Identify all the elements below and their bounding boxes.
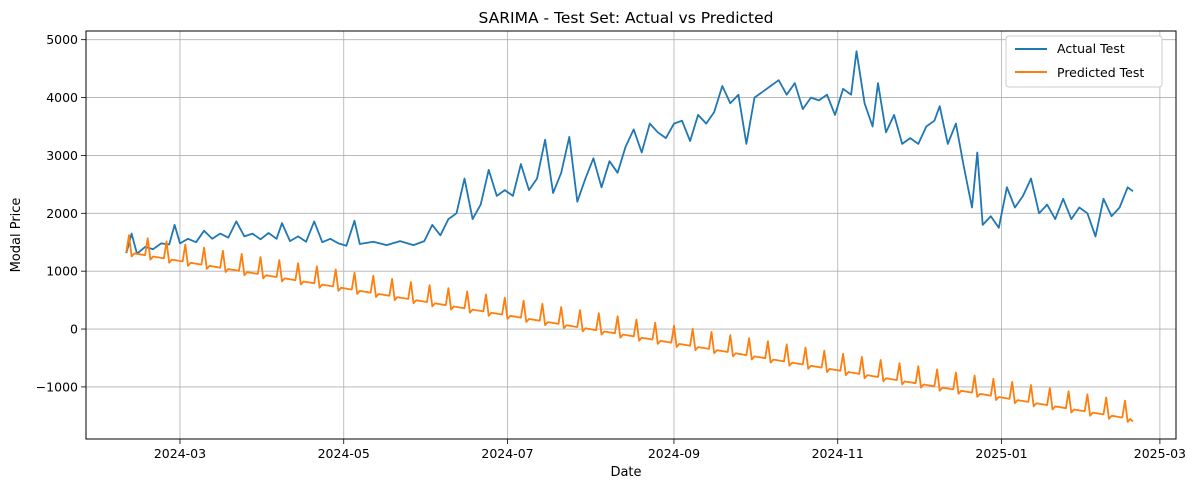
y-axis: −1000 0 1000 2000 3000 4000 5000 [36,32,86,394]
plot-frame [85,30,1177,440]
series-layer [125,50,1134,423]
y-axis-label: Modal Price [9,198,24,273]
y-tick-label: 2000 [46,206,78,221]
y-tick-label: 4000 [46,90,78,105]
series-line-actual-test [125,50,1134,255]
x-tick-label: 2024-09 [648,446,700,461]
x-tick-label: 2025-03 [1134,446,1186,461]
x-tick-label: 2024-03 [154,446,206,461]
x-axis: 2024-03 2024-05 2024-07 2024-09 2024-11 2025-… [154,439,1186,461]
y-tick-label: 1000 [46,264,78,279]
y-tick-label: −1000 [36,379,78,394]
chart-title: SARIMA - Test Set: Actual vs Predicted [479,9,774,27]
x-tick-label: 2024-07 [481,446,533,461]
legend: Actual Test Predicted Test [1005,35,1163,88]
legend-label-predicted: Predicted Test [1057,65,1144,80]
legend-label-actual: Actual Test [1057,41,1125,56]
x-tick-label: 2024-11 [812,446,864,461]
series-line-predicted-test [125,234,1134,423]
y-tick-label: 5000 [46,32,78,47]
y-tick-label: 3000 [46,148,78,163]
grid-lines [86,31,1176,439]
x-axis-label: Date [610,465,641,480]
y-tick-label: 0 [70,322,78,337]
x-tick-label: 2024-05 [318,446,370,461]
x-tick-label: 2025-01 [975,446,1027,461]
